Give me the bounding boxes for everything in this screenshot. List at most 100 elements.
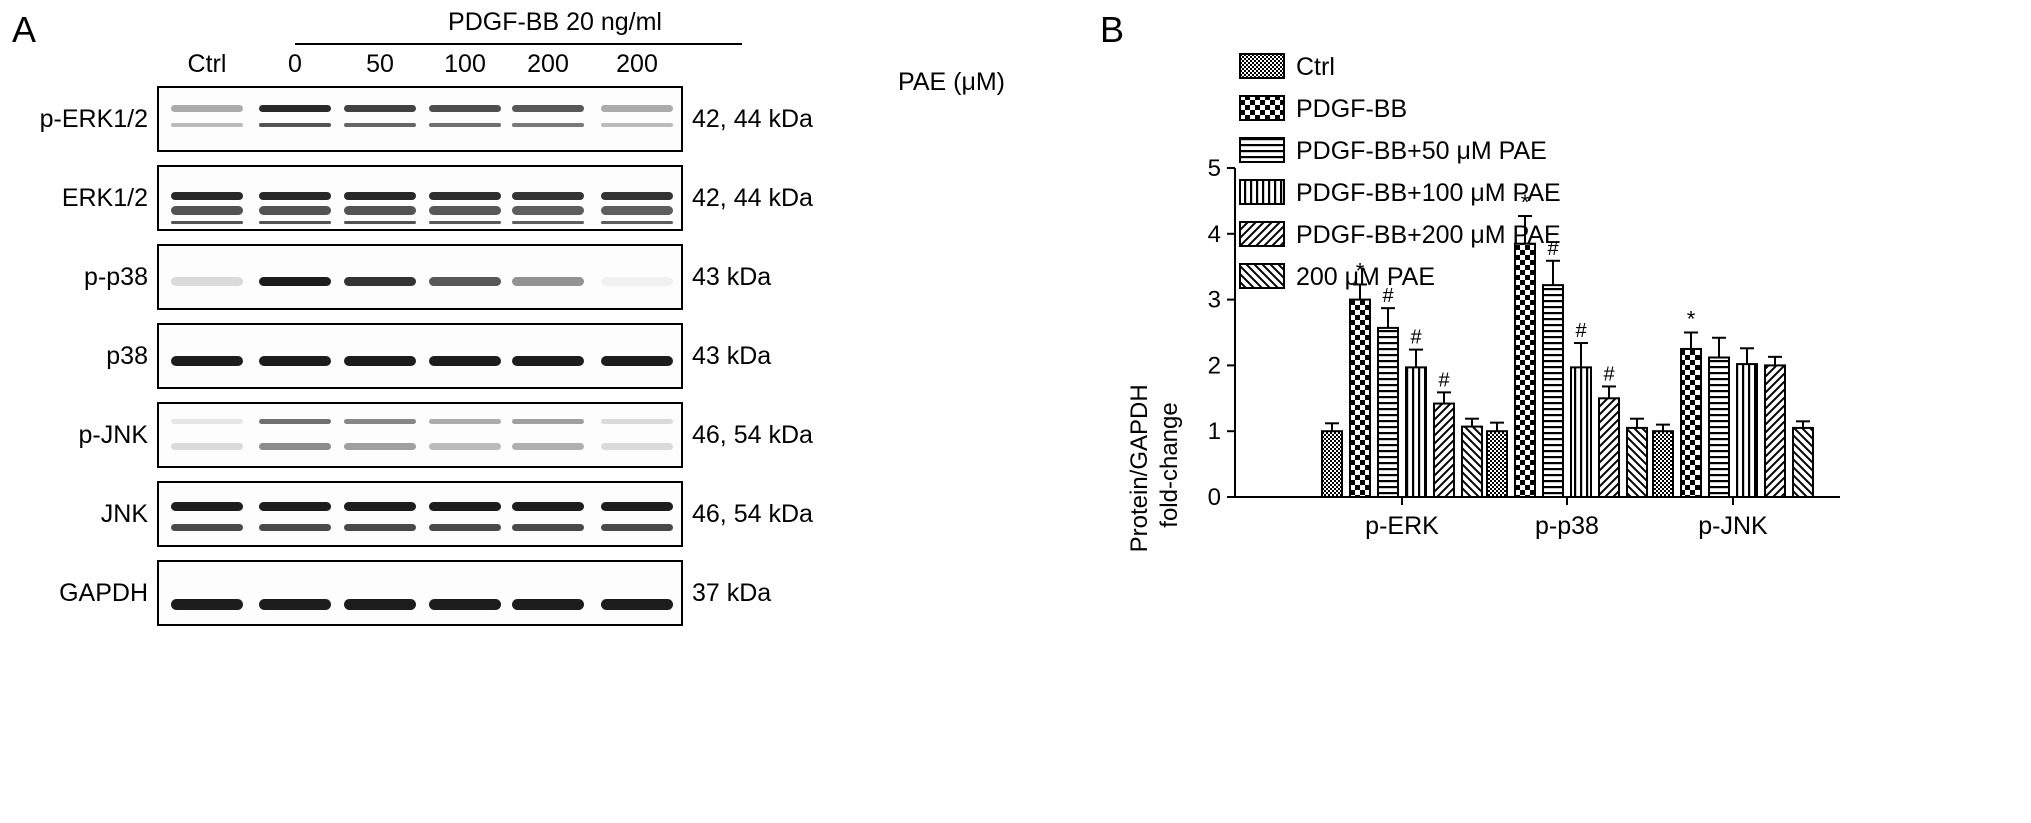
- blot-size-label: 42, 44 kDa: [692, 105, 813, 133]
- legend-label: PDGF-BB+200 μM PAE: [1296, 221, 1561, 249]
- blot-bands: [171, 356, 673, 366]
- lane-label: 0: [288, 50, 302, 78]
- blot-band: [601, 206, 673, 215]
- blot-band: [259, 419, 331, 424]
- lane-label: 100: [444, 50, 486, 78]
- blot-band: [512, 221, 584, 224]
- blot-protein-label: p-ERK1/2: [40, 105, 148, 133]
- blot-protein-label: p-p38: [84, 263, 148, 291]
- blot-band: [344, 105, 416, 112]
- blot-band: [259, 524, 331, 531]
- blot-band: [512, 123, 584, 127]
- blot-bands: [171, 419, 673, 450]
- blot-band: [429, 192, 501, 200]
- legend-swatch: [1239, 53, 1285, 79]
- legend-swatch: [1239, 95, 1285, 121]
- blot-band: [429, 221, 501, 224]
- blot-band: [429, 599, 501, 610]
- blot-band: [601, 524, 673, 531]
- blot-band: [171, 192, 243, 200]
- blot-band: [512, 206, 584, 215]
- blot-band: [601, 105, 673, 112]
- blot-band: [259, 277, 331, 286]
- bar: [1792, 426, 1814, 498]
- bar: [1652, 430, 1674, 499]
- blot-band: [344, 206, 416, 215]
- blot-size-label: 42, 44 kDa: [692, 184, 813, 212]
- blot-band: [429, 356, 501, 366]
- legend-swatch: [1239, 221, 1285, 247]
- blot-row: p38 43 kDa: [106, 323, 771, 389]
- blot-band: [512, 599, 584, 610]
- chart-legend: Ctrl PDGF-BB PDGF-BB+50 μM PAE PDGF-BB+100 …: [1239, 53, 1561, 291]
- blot-band: [601, 419, 673, 424]
- blot-band: [601, 123, 673, 127]
- blot-band: [512, 105, 584, 112]
- blot-protein-label: ERK1/2: [62, 184, 148, 212]
- y-tick-label: 2: [1208, 352, 1221, 379]
- blot-row: p-p38 43 kDa: [84, 244, 771, 310]
- blot-band: [259, 192, 331, 200]
- significance-mark: *: [1521, 190, 1530, 215]
- lane-label: 200: [616, 50, 658, 78]
- lane-labels: Ctrl 0 50 100 200 200: [188, 50, 658, 78]
- blot-size-label: 43 kDa: [692, 342, 771, 370]
- legend-label: 200 μM PAE: [1296, 263, 1435, 291]
- significance-mark: #: [1575, 320, 1587, 342]
- blot-membrane: [157, 244, 683, 310]
- bar: [1377, 326, 1399, 499]
- blot-band: [171, 277, 243, 286]
- blot-membrane: [157, 481, 683, 547]
- blot-row: ERK1/2 42, 44 kDa: [62, 165, 813, 231]
- y-tick-label: 5: [1208, 155, 1221, 182]
- blot-size-label: 46, 54 kDa: [692, 421, 813, 449]
- legend-swatch: [1239, 179, 1285, 205]
- blot-rows: p-ERK1/2 42, 44 kDa ERK1/2 42, 44 kDa p-p38 4…: [40, 86, 813, 626]
- y-axis-label: Protein/GAPDH fold-change: [1126, 378, 1183, 553]
- blot-band: [344, 524, 416, 531]
- blot-band: [344, 277, 416, 286]
- blot-band: [512, 502, 584, 511]
- blot-protein-label: JNK: [101, 500, 149, 528]
- significance-mark: #: [1410, 327, 1422, 349]
- blot-size-label: 43 kDa: [692, 263, 771, 291]
- significance-mark: *: [1687, 307, 1696, 332]
- blot-band: [601, 277, 673, 286]
- blot-row: p-JNK 46, 54 kDa: [79, 402, 813, 468]
- blot-band: [344, 502, 416, 511]
- blot-band: [512, 192, 584, 200]
- blot-band: [171, 443, 243, 450]
- blot-band: [512, 524, 584, 531]
- significance-mark: #: [1382, 285, 1394, 307]
- bar: [1433, 402, 1455, 498]
- blot-band: [601, 443, 673, 450]
- blot-protein-label: p-JNK: [79, 421, 149, 449]
- legend-label: Ctrl: [1296, 53, 1335, 81]
- bar: [1321, 430, 1343, 499]
- blot-band: [171, 123, 243, 127]
- x-category-label: p-p38: [1535, 512, 1599, 540]
- blot-membrane: [157, 165, 683, 231]
- bar: [1680, 347, 1702, 499]
- blot-band: [512, 419, 584, 424]
- blot-bands: [171, 105, 673, 127]
- blot-row: p-ERK1/2 42, 44 kDa: [40, 86, 813, 152]
- bar: [1570, 366, 1592, 498]
- blot-membrane: [157, 323, 683, 389]
- blot-row: GAPDH 37 kDa: [59, 560, 771, 626]
- blot-band: [171, 356, 243, 366]
- panel-a-western-blot: A PDGF-BB 20 ng/ml PAE (μM) Ctrl 0 50 100 20…: [12, 8, 1005, 626]
- dose-unit-label: PAE (μM): [898, 68, 1005, 96]
- blot-band: [429, 419, 501, 424]
- blot-band: [344, 443, 416, 450]
- chart-plot-area: 0 1 2 3 4 5 p-ERK * # # # p-p38 * # # # p-JNK *: [1208, 155, 1840, 540]
- blot-band: [259, 502, 331, 511]
- blot-band: [512, 356, 584, 366]
- y-tick-label: 0: [1208, 484, 1221, 511]
- blot-band: [429, 123, 501, 127]
- blot-bands: [171, 502, 673, 531]
- blot-membrane: [157, 86, 683, 152]
- legend-label: PDGF-BB+50 μM PAE: [1296, 137, 1547, 165]
- blot-band: [429, 206, 501, 215]
- bar: [1349, 298, 1371, 498]
